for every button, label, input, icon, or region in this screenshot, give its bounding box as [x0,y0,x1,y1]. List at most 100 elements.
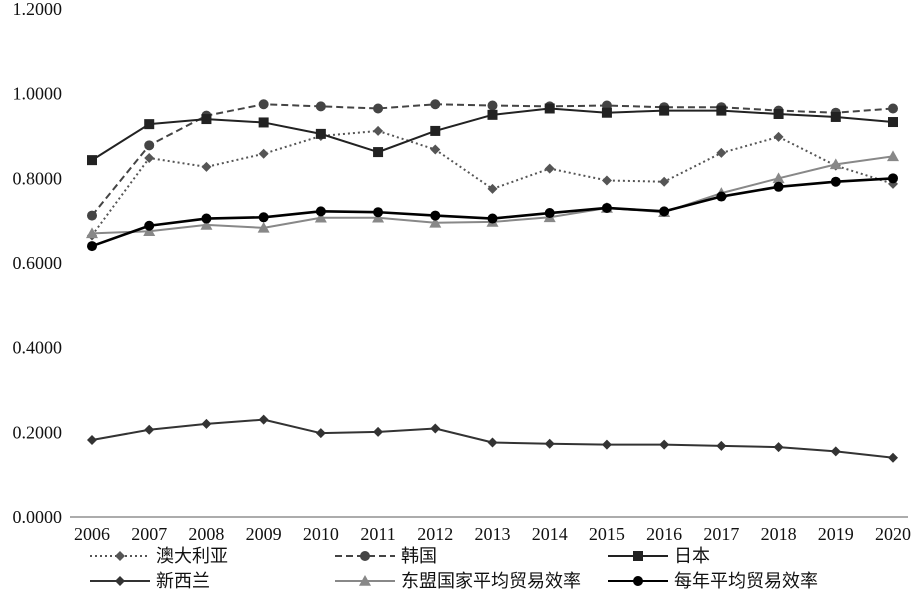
x-tick-label: 2013 [475,524,511,544]
legend-label: 韩国 [401,546,437,567]
data-point [258,212,269,223]
x-tick-label: 2019 [818,524,854,544]
x-tick-label: 2015 [589,524,625,544]
legend-marker [115,576,125,586]
data-point [659,176,670,187]
x-tick-label: 2008 [188,524,224,544]
x-tick-label: 2017 [703,524,739,544]
data-point [87,241,97,252]
x-tick-label: 2014 [532,524,568,544]
y-tick-label: 1.0000 [13,84,63,104]
data-point [373,426,384,437]
data-point [315,206,326,217]
data-point [601,175,612,186]
data-point [772,172,785,184]
y-tick-label: 0.2000 [13,422,63,442]
legend-marker [633,576,643,586]
legend-item: 韩国 [335,546,437,567]
data-point [201,161,212,172]
x-tick-label: 2018 [761,524,797,544]
data-point [773,108,784,119]
legend-label: 东盟国家平均贸易效率 [401,571,581,592]
data-point [888,173,898,184]
legend-item: 新西兰 [90,571,210,592]
data-point [373,103,384,114]
data-point [201,114,212,125]
legend-marker [360,551,370,561]
legend-label: 每年平均贸易效率 [674,571,818,592]
legend-item: 东盟国家平均贸易效率 [335,571,581,592]
legend-marker [115,551,125,561]
data-point [773,442,784,453]
data-point [601,202,612,213]
data-point [87,210,97,221]
data-point [201,213,212,224]
data-point [430,423,441,434]
data-point [144,424,155,435]
data-point [315,428,326,439]
data-point [773,131,784,142]
legend-label: 新西兰 [156,571,210,592]
data-point [888,452,898,463]
x-tick-label: 2011 [360,524,395,544]
data-point [716,440,727,451]
data-point [601,107,612,118]
data-point [716,191,727,202]
data-point [544,163,555,174]
y-tick-label: 0.4000 [13,338,63,358]
data-point [487,183,498,194]
data-point [200,218,213,230]
data-point [544,208,555,219]
legend-marker [633,551,643,561]
x-tick-label: 2006 [74,524,110,544]
data-point [87,155,97,166]
data-point [430,210,441,221]
axes-layer: 0.0000 0.2000 0.4000 0.6000 0.8000 1.0000 1.20… [13,0,912,544]
x-tick-label: 2016 [646,524,682,544]
x-tick-label: 2010 [303,524,339,544]
data-point [257,221,270,233]
data-point [829,158,842,170]
legend-item: 澳大利亚 [90,546,228,567]
x-tick-label: 2020 [875,524,911,544]
series-line [91,103,894,217]
data-point [487,213,498,224]
legend-item: 每年平均贸易效率 [608,571,818,592]
y-tick-label: 0.6000 [13,253,63,273]
data-point [258,117,269,128]
data-point [373,147,384,158]
legend-marker [359,575,371,586]
x-tick-label: 2007 [131,524,167,544]
data-point [144,140,155,151]
data-point [773,181,784,192]
data-point [314,211,327,223]
data-point [144,220,155,231]
data-point [201,418,212,429]
data-point [258,99,269,110]
data-point [716,105,727,116]
data-point [315,128,326,139]
data-point [659,206,670,217]
data-point [830,176,841,187]
data-point [373,125,384,136]
series-4 [87,414,898,463]
data-point [888,103,898,114]
data-point [544,103,555,114]
data-point [258,414,269,425]
x-tick-label: 2012 [417,524,453,544]
data-point [373,207,384,218]
data-point [430,125,441,136]
series-layer [86,99,899,463]
x-tick-label: 2009 [246,524,282,544]
data-point [430,99,441,110]
y-tick-label: 0.8000 [13,168,63,188]
data-point [258,148,269,159]
data-point [716,147,727,158]
data-point [86,227,98,239]
legend-label: 日本 [674,546,710,567]
data-point [87,434,97,445]
data-point [887,150,899,162]
